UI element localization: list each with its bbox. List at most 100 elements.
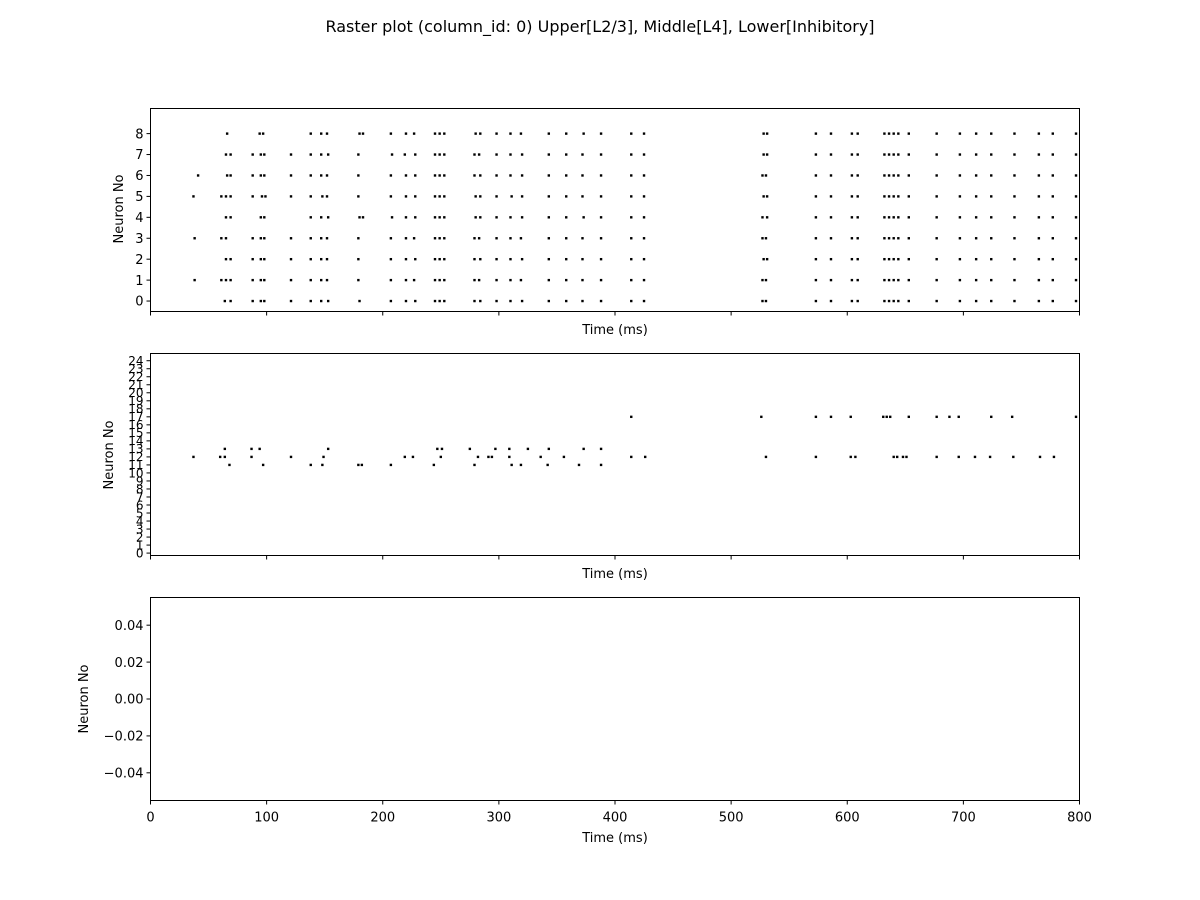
upper-spike-n6	[357, 174, 360, 177]
upper-panel-spikes	[192, 132, 1078, 303]
upper-spike-n2	[547, 257, 551, 261]
upper-spike-n3	[289, 237, 293, 240]
upper-spike-n4	[990, 216, 993, 219]
upper-spike-n7	[289, 153, 293, 156]
upper-spike-n4	[1013, 216, 1016, 219]
upper-spike-n4	[897, 216, 900, 219]
upper-spike-n3	[495, 237, 498, 240]
upper-spike-n2	[1051, 257, 1054, 261]
lower-y-tick-label: −0.02	[104, 730, 144, 745]
upper-spike-n0	[907, 299, 910, 303]
upper-spike-n7	[907, 153, 910, 156]
upper-y-tick-label: 0	[135, 295, 143, 310]
upper-spike-n2	[509, 257, 512, 261]
upper-spike-n8	[389, 132, 393, 135]
upper-spike-n2	[829, 257, 833, 261]
upper-spike-n0	[599, 299, 603, 303]
middle-spike-n12	[487, 455, 490, 459]
lower-panel-y-axis-label: Neuron No	[77, 664, 92, 733]
upper-spike-n0	[897, 299, 900, 303]
upper-spike-n6	[761, 174, 764, 177]
middle-y-tick-label: 18	[128, 402, 143, 416]
upper-spike-n3	[220, 237, 223, 240]
upper-spike-n4	[642, 216, 646, 219]
upper-spike-n4	[1051, 216, 1054, 219]
middle-spike-n17	[1074, 415, 1078, 419]
upper-spike-n0	[565, 299, 568, 303]
upper-spike-n2	[404, 257, 408, 261]
upper-y-tick-label: 1	[135, 274, 143, 289]
upper-spike-n6	[850, 174, 854, 177]
upper-spike-n2	[229, 257, 232, 261]
middle-spike-n17	[907, 415, 910, 419]
upper-spike-n5	[883, 195, 886, 198]
lower-panel-ticks: 0 100 200 300 400 500 600 700 800 0.04 0.02 0.00 −0.…	[104, 619, 1092, 826]
upper-panel-l23: 0 1 2 3 4 5 6 7 8 Time (ms) Neuron No	[112, 108, 1080, 338]
upper-spike-n7	[259, 153, 263, 156]
middle-spike-n12	[895, 455, 899, 459]
upper-spike-n7	[495, 153, 498, 156]
upper-spike-n0	[856, 299, 859, 303]
middle-spike-n11	[228, 463, 231, 467]
upper-spike-n6	[251, 174, 254, 177]
middle-spike-n11	[321, 463, 324, 467]
upper-spike-n1	[320, 278, 323, 282]
upper-spike-n8	[225, 132, 229, 135]
upper-spike-n2	[642, 257, 646, 261]
upper-spike-n2	[907, 257, 910, 261]
middle-spike-n12	[1012, 455, 1015, 459]
upper-spike-n1	[935, 278, 938, 282]
upper-spike-n7	[547, 153, 551, 156]
upper-spike-n1	[357, 278, 360, 282]
upper-spike-n0	[495, 299, 498, 303]
lower-x-tick-label: 0	[146, 811, 154, 826]
middle-panel-x-axis-label: Time (ms)	[581, 567, 648, 582]
upper-spike-n3	[850, 237, 854, 240]
middle-spike-n12	[1038, 455, 1042, 459]
middle-spike-n13	[582, 447, 585, 451]
upper-spike-n5	[404, 195, 408, 198]
lower-y-tick-label: 0.04	[115, 619, 144, 634]
upper-spike-n3	[477, 237, 481, 240]
upper-spike-n7	[443, 153, 446, 156]
middle-y-tick-label: 3	[136, 522, 144, 536]
upper-spike-n7	[642, 153, 646, 156]
upper-spike-n6	[883, 174, 886, 177]
upper-spike-n7	[630, 153, 633, 156]
upper-spike-n7	[403, 153, 407, 156]
upper-spike-n1	[251, 278, 254, 282]
upper-spike-n2	[935, 257, 938, 261]
middle-spike-n12	[854, 455, 857, 459]
middle-spike-n11	[357, 463, 360, 467]
upper-spike-n0	[389, 299, 393, 303]
upper-spike-n4	[765, 216, 769, 219]
upper-spike-n1	[289, 278, 293, 282]
upper-spike-n4	[474, 216, 477, 219]
upper-spike-n6	[259, 174, 263, 177]
upper-spike-n0	[289, 299, 293, 303]
upper-spike-n0	[1037, 299, 1041, 303]
upper-spike-n1	[814, 278, 818, 282]
upper-spike-n8	[361, 132, 365, 135]
upper-spike-n7	[974, 153, 978, 156]
middle-spike-n17	[889, 415, 892, 419]
upper-spike-n3	[224, 237, 228, 240]
upper-spike-n5	[251, 195, 254, 198]
upper-spike-n5	[474, 195, 477, 198]
lower-y-tick-label: 0.00	[115, 693, 144, 708]
upper-spike-n2	[320, 257, 323, 261]
upper-spike-n4	[907, 216, 910, 219]
middle-y-tick-label: 24	[128, 354, 143, 368]
upper-spike-n0	[764, 299, 768, 303]
middle-spike-n12	[403, 455, 407, 459]
upper-spike-n6	[907, 174, 910, 177]
upper-spike-n8	[547, 132, 551, 135]
upper-spike-n2	[224, 257, 228, 261]
upper-spike-n8	[358, 132, 361, 135]
upper-spike-n2	[897, 257, 900, 261]
upper-spike-n7	[883, 153, 886, 156]
upper-spike-n4	[263, 216, 266, 219]
upper-spike-n6	[509, 174, 512, 177]
upper-spike-n7	[990, 153, 993, 156]
upper-spike-n6	[764, 174, 768, 177]
